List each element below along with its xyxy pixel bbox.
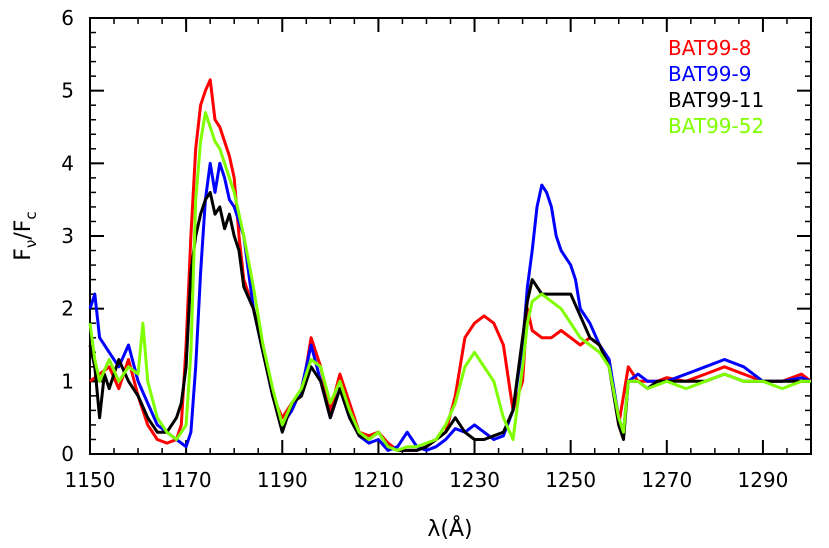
axis-ticks: 1150 1170 1190 1210 1230 1250 1270 1290 0 1 2 3 4 5 6 [61, 6, 812, 492]
x-tick-label: 1250 [545, 468, 596, 492]
y-axis-title-main: F [11, 248, 36, 261]
x-tick-label: 1170 [161, 468, 212, 492]
y-tick-label: 4 [61, 151, 74, 175]
series-line-bat99-52 [88, 111, 811, 452]
legend-entry-bat99-11: BAT99-11 [668, 88, 764, 112]
x-axis-title: λ(Å) [427, 515, 472, 542]
series-line-bat99-9 [88, 161, 812, 452]
y-axis-title-mid: /F [11, 220, 36, 240]
y-axis-title: Fν/Fc [11, 211, 40, 260]
x-tick-label: 1230 [449, 468, 500, 492]
y-tick-label: 5 [61, 79, 74, 103]
series-layer [88, 78, 812, 452]
legend-entry-bat99-9: BAT99-9 [668, 62, 751, 86]
y-axis-title-sub1: ν [22, 240, 40, 248]
y-axis-title-sub2: c [22, 211, 40, 219]
x-tick-label: 1270 [641, 468, 692, 492]
x-tick-label: 1290 [737, 468, 788, 492]
x-tick-label: 1210 [353, 468, 404, 492]
y-tick-label: 0 [61, 442, 74, 466]
legend-entry-bat99-52: BAT99-52 [668, 114, 764, 138]
legend-entry-bat99-8: BAT99-8 [668, 36, 751, 60]
y-tick-label: 1 [61, 369, 74, 393]
y-tick-label: 3 [61, 224, 74, 248]
y-tick-label: 6 [61, 6, 74, 30]
y-tick-label: 2 [61, 297, 74, 321]
x-tick-label: 1190 [257, 468, 308, 492]
x-tick-label: 1150 [65, 468, 116, 492]
